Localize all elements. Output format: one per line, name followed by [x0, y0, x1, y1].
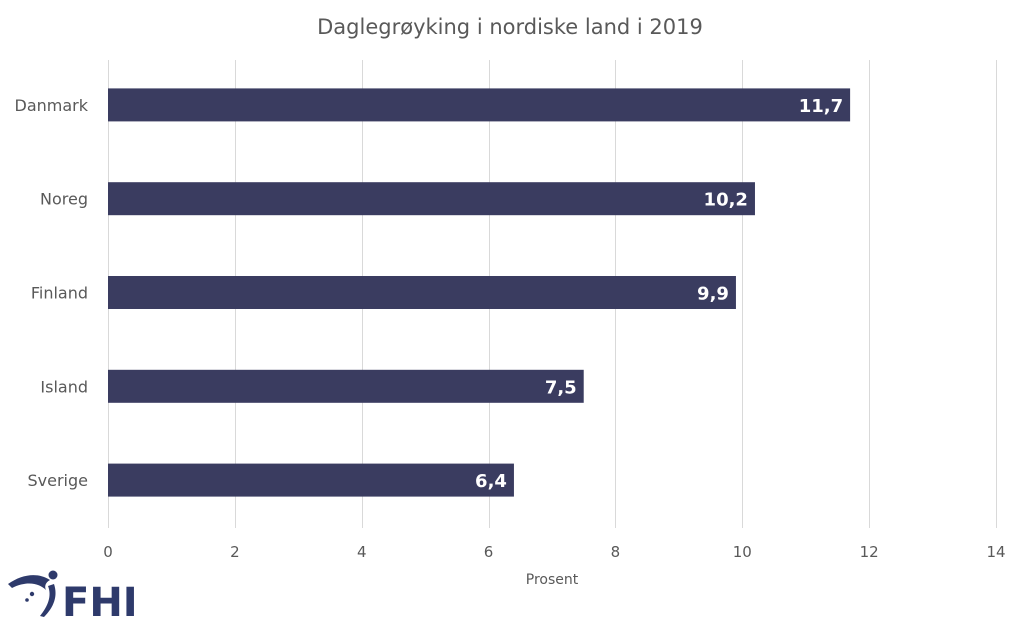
bar-danmark	[108, 88, 851, 122]
data-label: 7,5	[545, 377, 577, 398]
x-tick-label: 0	[103, 543, 113, 561]
bar-noreg	[108, 182, 755, 216]
x-tick-label: 10	[733, 543, 752, 561]
data-label: 10,2	[704, 190, 748, 211]
bar-sverige	[108, 463, 514, 497]
category-label: Island	[40, 377, 88, 396]
x-tick-labels: 0 2 4 6 8 10 12 14	[103, 543, 1005, 561]
x-tick-label: 12	[860, 543, 879, 561]
x-tick-label: 2	[230, 543, 240, 561]
category-label: Danmark	[15, 96, 89, 115]
category-label: Noreg	[40, 190, 88, 209]
category-label: Finland	[31, 284, 88, 303]
chart-title: Daglegrøyking i nordiske land i 2019	[317, 15, 703, 39]
x-axis-label: Prosent	[526, 572, 579, 588]
fhi-logo: FHI	[8, 570, 138, 624]
x-tick-label: 8	[611, 543, 621, 561]
data-label: 6,4	[475, 471, 507, 492]
bars: 11,7 10,2 9,9 7,5 6,4	[108, 88, 851, 497]
data-label: 9,9	[697, 284, 729, 305]
fhi-logo-text: FHI	[62, 580, 138, 624]
x-tick-label: 6	[484, 543, 494, 561]
x-tick-label: 4	[357, 543, 367, 561]
category-labels: Danmark Noreg Finland Island Sverige	[15, 96, 89, 490]
bar-island	[108, 369, 584, 403]
x-tick-label: 14	[986, 543, 1005, 561]
data-label: 11,7	[799, 96, 843, 117]
category-label: Sverige	[28, 471, 89, 490]
fhi-logo-figure-icon	[8, 570, 58, 617]
bar-finland	[108, 276, 736, 309]
